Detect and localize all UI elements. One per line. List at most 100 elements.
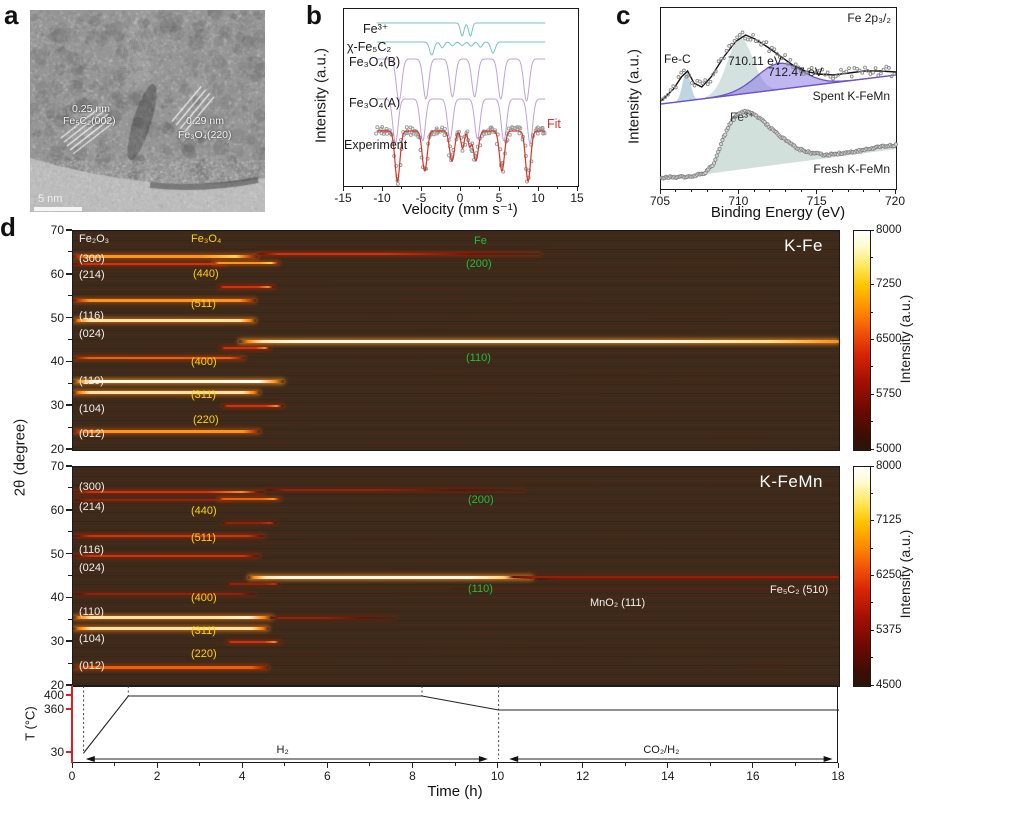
xrd-peak-line — [73, 391, 260, 394]
xps-spent-scatter-point — [872, 71, 875, 74]
axis-tick — [66, 684, 72, 686]
axis-minor-tick — [68, 427, 72, 428]
temp-axis-tick — [66, 694, 72, 696]
phase-peak-label: (110) — [466, 352, 491, 364]
xrd-peak-line — [248, 576, 533, 579]
axis-minor-tick — [68, 575, 72, 576]
heatmap-noise-streak — [392, 657, 409, 658]
axis-minor-tick — [199, 763, 200, 766]
xps-spent-scatter-point — [709, 80, 712, 83]
axis-tick — [66, 553, 72, 555]
phase-peak-label: (214) — [79, 501, 105, 513]
axis-minor-tick — [369, 763, 370, 766]
xps-fresh-scatter-point — [718, 147, 721, 150]
heatmap-noise-streak — [91, 656, 161, 657]
axis-tick-label: 720 — [880, 194, 910, 208]
axis-minor-tick — [401, 186, 402, 189]
heatmap-noise-streak — [216, 290, 287, 291]
heatmap-k-fe: K-Fe Fe₂O₃ (300) (214) (116) (024) (110) (104)… — [72, 230, 840, 451]
temperature-curve — [84, 696, 839, 753]
axis-tick-label: -5 — [406, 191, 436, 205]
heatmap-noise-streak — [504, 573, 586, 574]
xps-spent-scatter-point — [861, 71, 864, 74]
heatmap-noise-streak — [462, 304, 516, 305]
colorbar-tick-label: 5000 — [876, 443, 902, 455]
xps-spent-scatter-point — [840, 68, 843, 71]
xrd-peak-line — [73, 357, 245, 360]
heatmap-noise-streak — [728, 349, 779, 350]
xps-spent-scatter-point — [864, 66, 867, 69]
xps-spent-scatter-point — [784, 54, 787, 57]
experiment-scatter-point — [376, 126, 379, 129]
heatmap-noise-streak — [447, 316, 473, 317]
axis-tick — [66, 317, 72, 319]
heatmap-k-fe-title: K-Fe — [784, 236, 823, 256]
experiment-scatter-point — [518, 132, 521, 135]
heatmap-noise-streak — [585, 381, 655, 382]
axis-tick-label: 705 — [645, 194, 675, 208]
axis-minor-tick — [801, 189, 802, 192]
heatmap-noise-streak — [516, 302, 588, 303]
xps-spent-scatter-point — [765, 41, 768, 44]
colorbar-minor-tick — [870, 548, 873, 549]
xrd-peak-line — [226, 583, 281, 585]
phase-peak-label: (110) — [468, 583, 493, 595]
temp-axis-tick-label: 360 — [36, 702, 64, 716]
gas-label: H₂ — [253, 744, 313, 756]
xps-fresh-scatter-point — [894, 143, 897, 146]
phase-peak-label: (311) — [191, 389, 216, 401]
axis-tick-label: -10 — [367, 191, 397, 205]
phase-peak-label: (220) — [191, 648, 217, 660]
heatmap-noise-streak — [82, 586, 124, 587]
xps-annotation: Fe³⁺ — [730, 110, 754, 124]
xps-spent-scatter-point — [768, 50, 771, 53]
axis-minor-tick — [284, 763, 285, 766]
phase-peak-label: (116) — [79, 310, 104, 322]
heatmap-noise-streak — [117, 420, 192, 421]
moessbauer-trace-label: Fe₃O₄(B) — [349, 55, 400, 69]
temp-axis-tick — [66, 751, 72, 753]
colorbar-tick-label: 5750 — [876, 388, 902, 400]
phase-peak-label: (024) — [79, 328, 105, 340]
axis-tick — [421, 186, 422, 191]
heatmap-noise-streak — [412, 288, 454, 289]
axis-tick — [577, 186, 578, 191]
axis-tick — [816, 189, 817, 194]
xps-spent-scatter-point — [714, 70, 717, 73]
phase-peak-label: Fe₂O₃ — [79, 233, 109, 245]
colorbar-tick-label: 7125 — [876, 514, 902, 526]
panel-d-x-axis-label: Time (h) — [395, 783, 515, 800]
axis-minor-tick — [68, 619, 72, 620]
colorbar-minor-tick — [870, 657, 873, 658]
axis-tick-label: 6 — [315, 769, 339, 783]
temperature-profile-plot — [73, 686, 839, 764]
xps-spent-scatter-point — [738, 34, 741, 37]
tem-annotation: Fe₃O₄(220) — [178, 129, 232, 141]
axis-minor-tick — [863, 189, 864, 192]
xps-spent-scatter-point — [722, 57, 725, 60]
heatmap-noise-streak — [507, 510, 532, 511]
axis-tick-label: 10 — [523, 191, 553, 205]
phase-peak-label: (220) — [193, 414, 219, 426]
heatmap-noise-streak — [471, 427, 512, 428]
xps-spent-scatter-point — [829, 75, 832, 78]
axis-tick — [66, 640, 72, 642]
axis-tick — [66, 597, 72, 599]
axis-tick — [66, 229, 72, 231]
heatmap-noise-streak — [366, 316, 389, 317]
xrd-peak-line — [507, 576, 839, 578]
axis-tick-label: 18 — [826, 769, 850, 783]
axis-tick-label: 40 — [40, 354, 64, 368]
colorbar-tick — [870, 466, 874, 467]
axis-minor-tick — [754, 189, 755, 192]
heatmap-noise-streak — [474, 475, 544, 476]
phase-peak-label: (311) — [191, 625, 216, 637]
xps-spent-scatter-point — [856, 67, 859, 70]
axis-tick — [497, 763, 498, 768]
heatmap-noise-streak — [694, 330, 725, 331]
axis-tick-label: 4 — [230, 769, 254, 783]
colorbar-tick-label: 6250 — [876, 569, 902, 581]
heatmap-noise-streak — [743, 313, 799, 314]
temp-axis-tick — [66, 708, 72, 710]
heatmap-noise-streak — [633, 681, 650, 682]
